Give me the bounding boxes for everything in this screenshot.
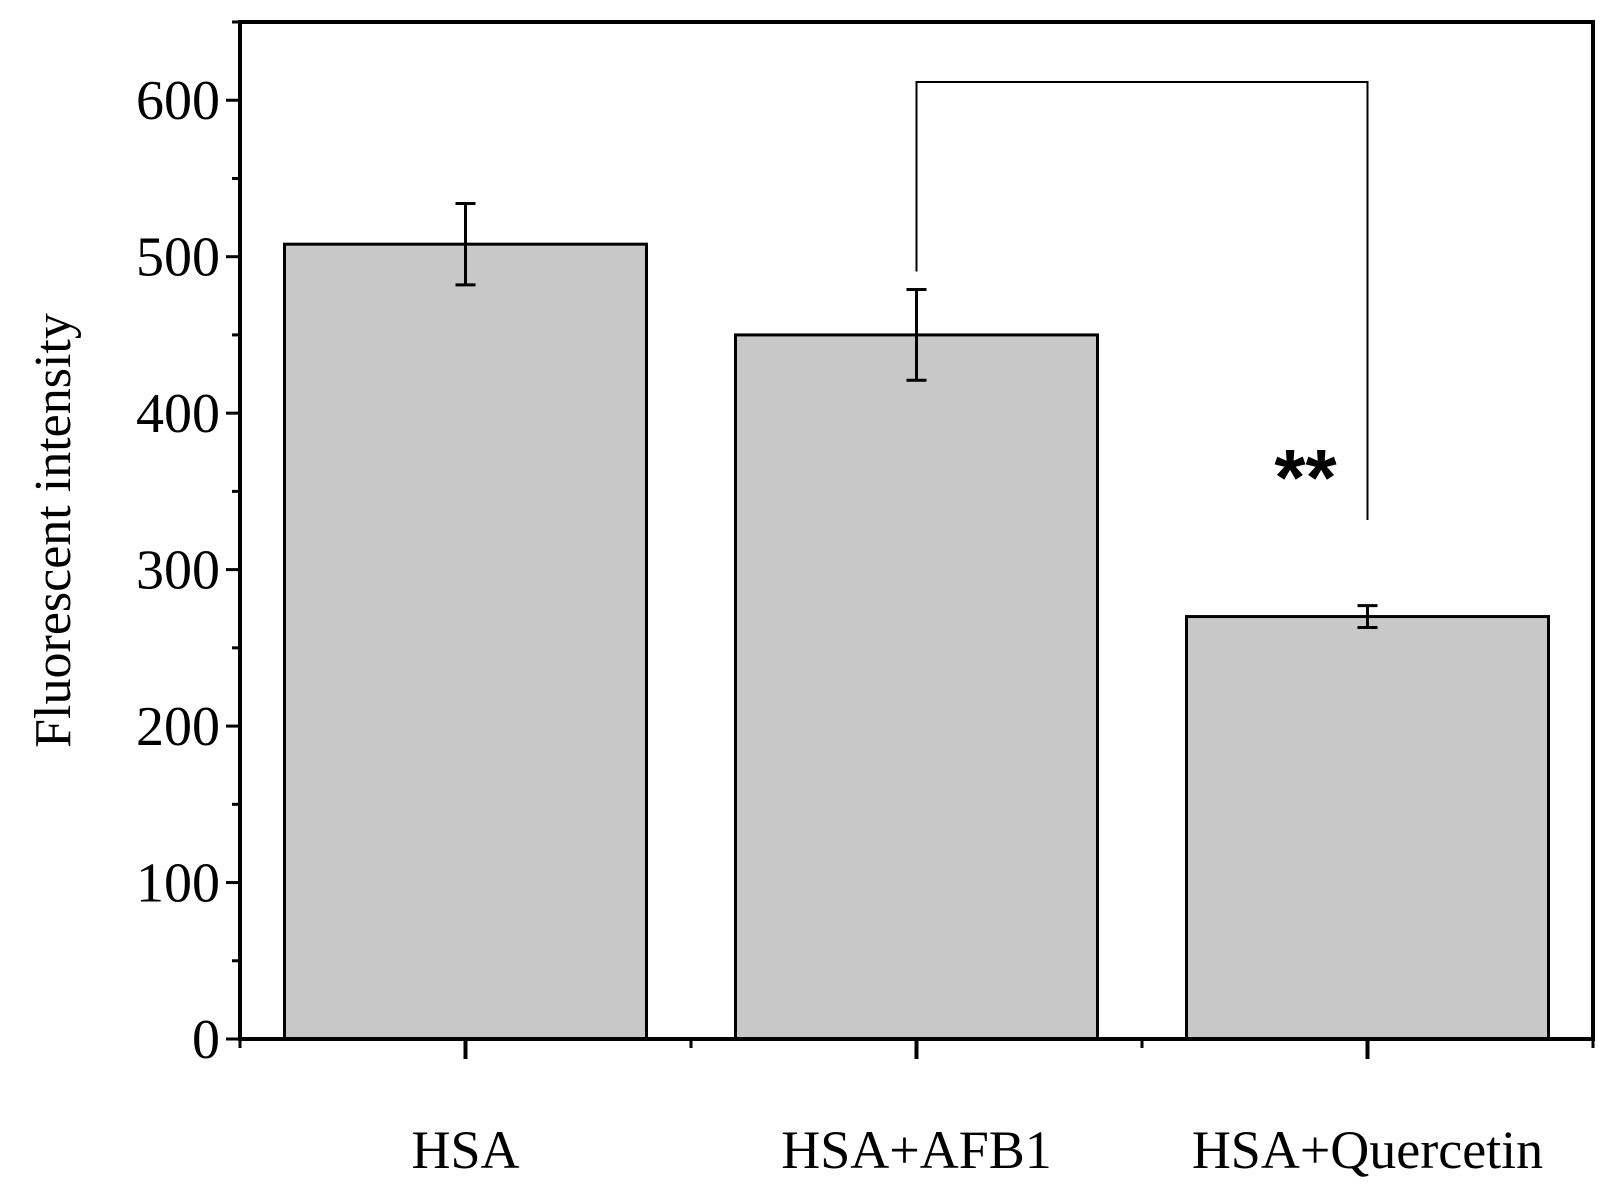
y-tick-label: 600 [136,70,220,132]
y-axis-title: Fluorescent intensity [25,313,82,748]
x-category-label: HSA [411,1120,519,1180]
y-tick-label: 500 [136,227,220,289]
y-tick-label: 100 [136,853,220,915]
y-tick-label: 400 [136,383,220,445]
bar-1 [283,242,648,1041]
x-category-label: HSA+Quercetin [1192,1120,1543,1180]
significance-bracket [915,81,1369,520]
y-tick-label: 300 [136,540,220,602]
y-tick-label: 0 [192,1009,220,1071]
error-bars-layer [455,201,1378,630]
significance-bracket-layer: ** [915,81,1369,522]
bar-3 [1185,615,1550,1041]
bar-2 [734,333,1099,1041]
significance-label: ** [1274,433,1337,522]
error-bar-3 [1357,604,1378,630]
x-category-label: HSA+AFB1 [781,1120,1052,1180]
y-tick-label: 200 [136,696,220,758]
error-bar-1 [455,201,476,287]
y-axis-ticks: 0 100 200 300 400 500 600 [136,20,240,1071]
error-bar-2 [906,288,927,382]
x-axis-ticks: HSA HSA+AFB1 HSA+Quercetin [238,1039,1595,1180]
